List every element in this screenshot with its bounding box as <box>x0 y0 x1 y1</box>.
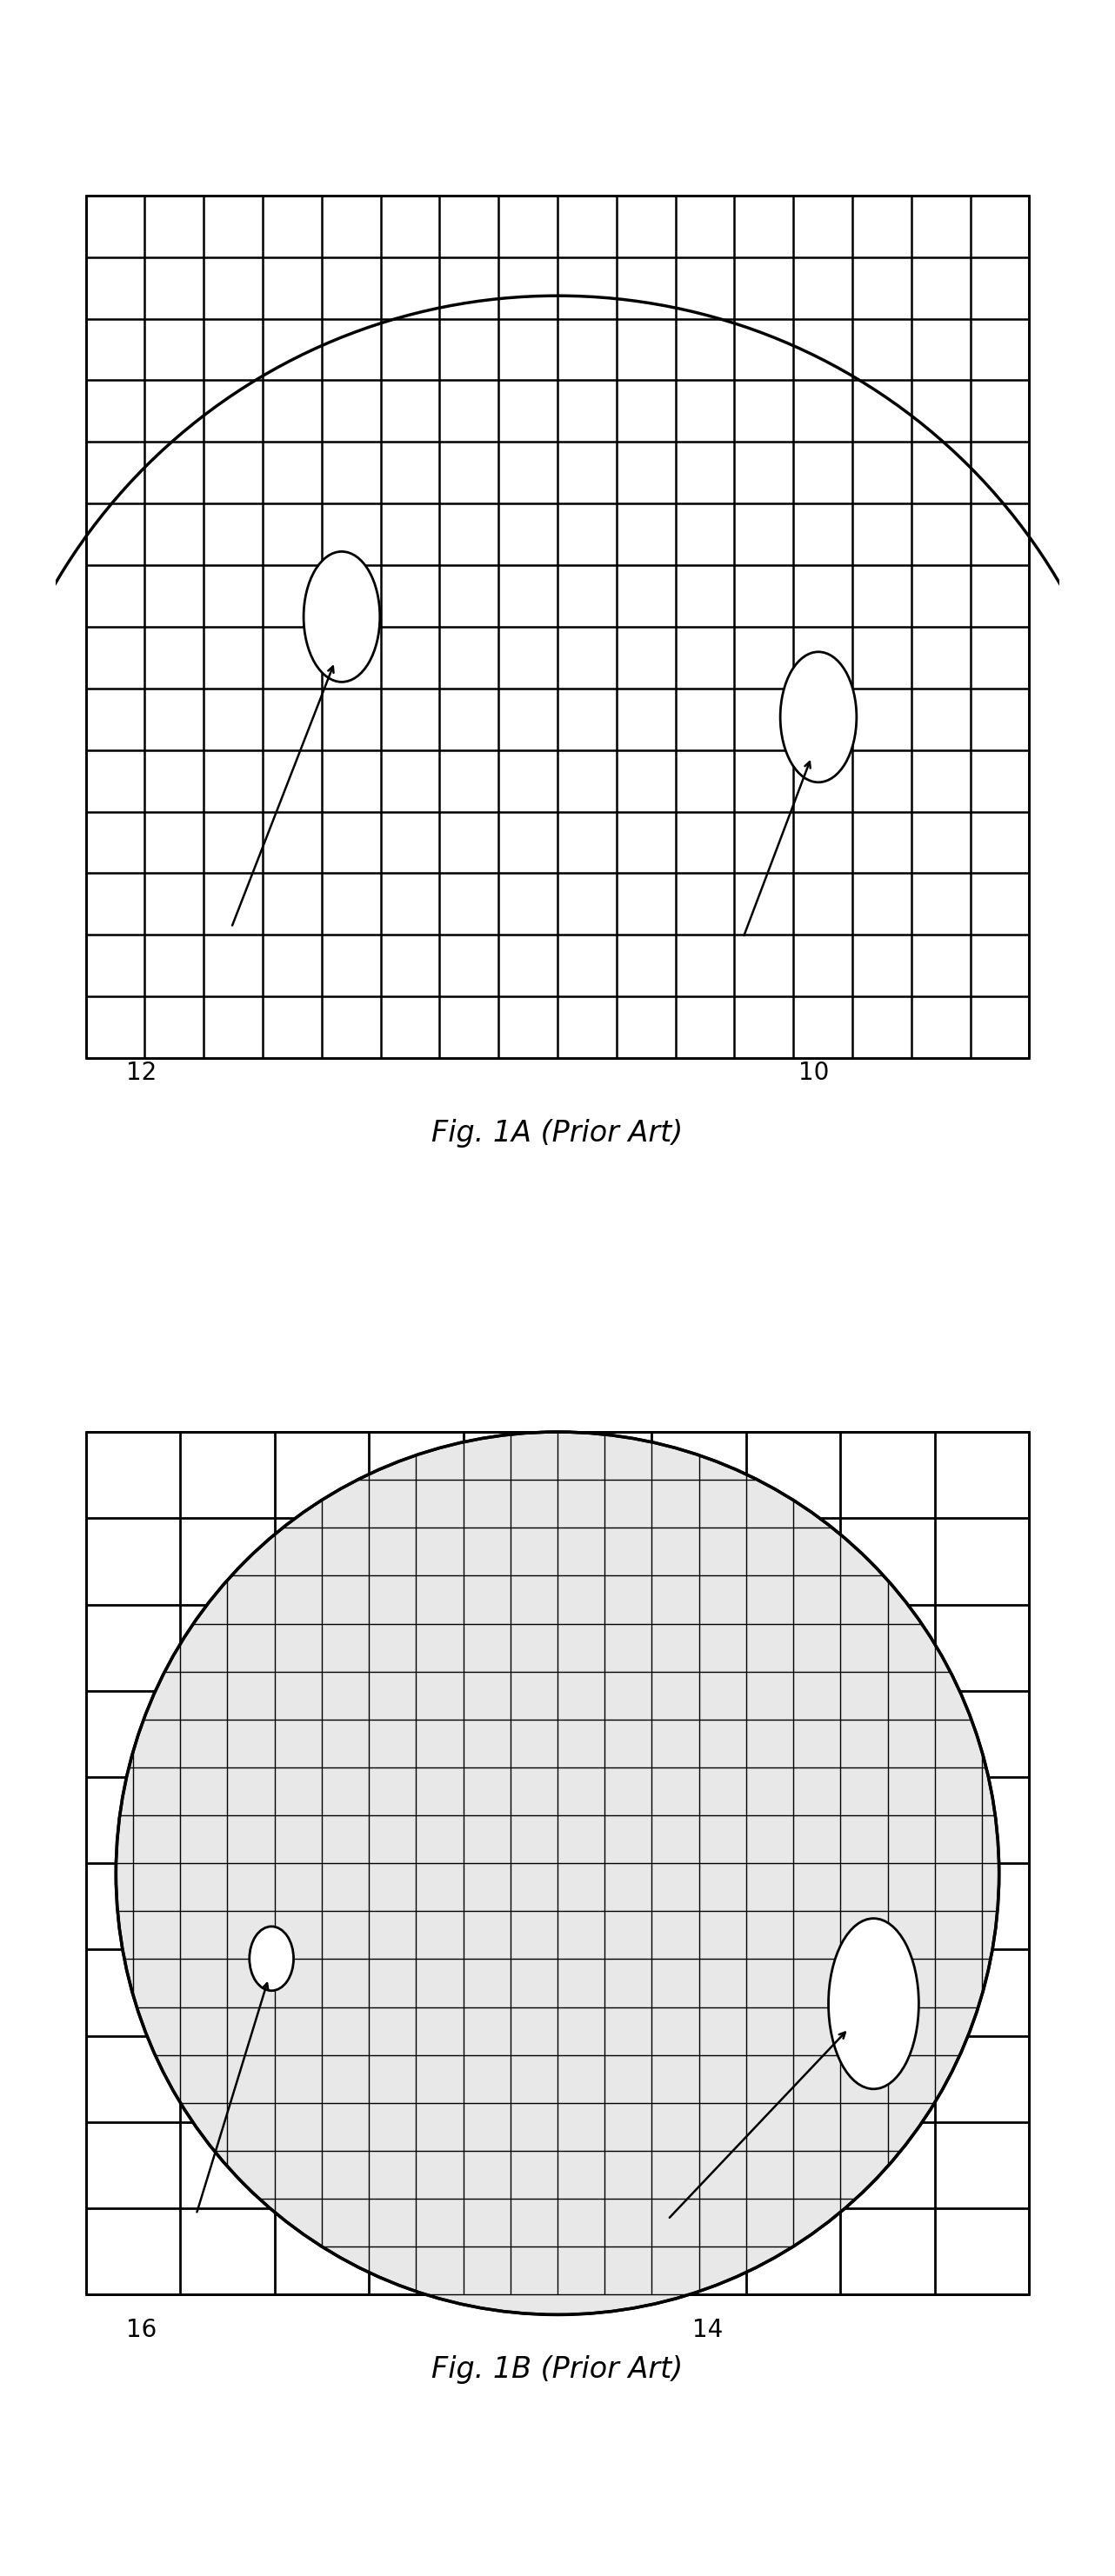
Bar <box>86 196 1029 1059</box>
Ellipse shape <box>828 1919 919 2089</box>
Text: Fig. 1B (Prior Art): Fig. 1B (Prior Art) <box>432 2354 683 2385</box>
Text: 14: 14 <box>692 2318 724 2342</box>
Bar <box>86 1432 1029 2295</box>
Ellipse shape <box>303 551 380 683</box>
Text: 16: 16 <box>126 2318 156 2342</box>
Circle shape <box>116 1432 999 2316</box>
Ellipse shape <box>250 1927 293 1991</box>
Ellipse shape <box>780 652 856 783</box>
Text: 10: 10 <box>798 1061 828 1084</box>
Text: Fig. 1A (Prior Art): Fig. 1A (Prior Art) <box>432 1118 683 1149</box>
Text: 12: 12 <box>126 1061 156 1084</box>
